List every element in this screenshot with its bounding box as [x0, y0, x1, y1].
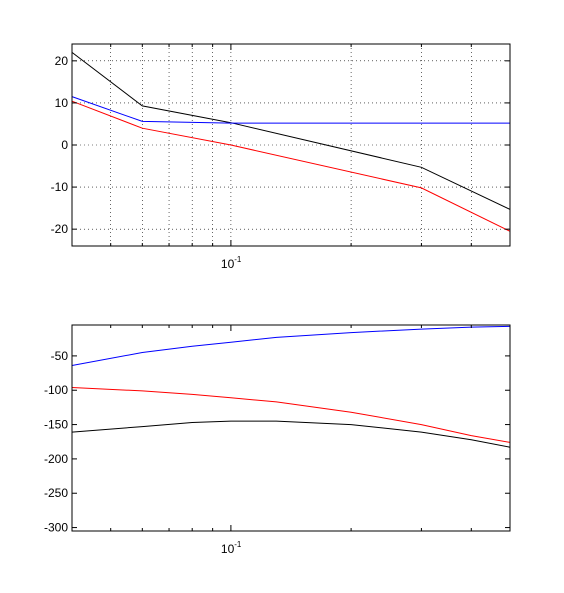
series-line-2: [71, 420, 511, 448]
y-tick-label: -50: [51, 349, 69, 363]
y-tick-label: -150: [44, 418, 68, 432]
series-line-1: [71, 96, 510, 124]
series-line-0: [71, 325, 511, 366]
y-tick-label: 20: [55, 54, 69, 68]
y-tick-label: -10: [51, 180, 69, 194]
y-tick-label: -100: [44, 383, 68, 397]
y-tick-label: -300: [44, 521, 68, 535]
phase-plot: -50 -100 -150 -200 -250 -300 10-1: [44, 324, 511, 556]
axes-frame: [71, 324, 511, 532]
y-tick-label: -200: [44, 452, 68, 466]
x-tick-label: 10-1: [221, 255, 242, 271]
y-tick-label: -250: [44, 486, 68, 500]
y-tick-label: 0: [61, 138, 68, 152]
series-line-1: [71, 387, 511, 443]
series-line-2: [71, 100, 511, 232]
y-tick-label: 10: [55, 96, 69, 110]
x-tick-label: 10-1: [221, 540, 242, 556]
y-tick-label: -20: [51, 222, 69, 236]
magnitude-plot: 20 10 0 -10 -20 10-1: [51, 43, 511, 271]
